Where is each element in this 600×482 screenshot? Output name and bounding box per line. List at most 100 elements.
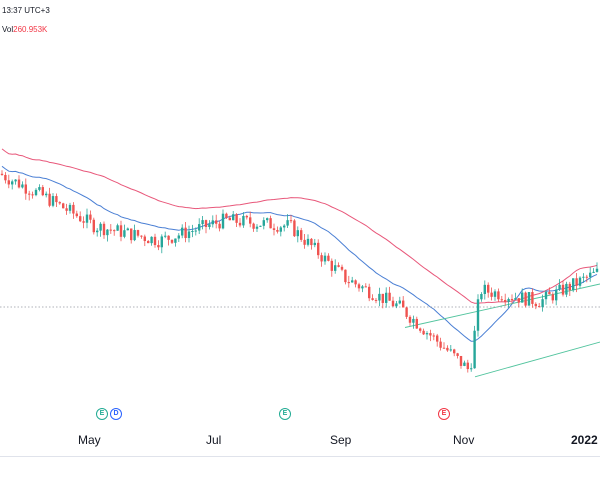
candle bbox=[432, 333, 435, 341]
x-tick-label: Nov bbox=[453, 433, 475, 447]
candle bbox=[228, 215, 231, 221]
candle bbox=[55, 193, 58, 207]
candle bbox=[466, 359, 469, 373]
candle bbox=[517, 298, 520, 308]
candle bbox=[82, 216, 85, 229]
candle bbox=[470, 363, 473, 372]
earnings-marker[interactable]: E bbox=[279, 408, 291, 420]
candle bbox=[357, 282, 361, 292]
candle bbox=[412, 315, 415, 329]
candle bbox=[136, 229, 140, 238]
candle bbox=[378, 287, 381, 307]
candle bbox=[381, 293, 384, 309]
candlesticks bbox=[0, 170, 599, 373]
candle bbox=[490, 287, 493, 301]
candle bbox=[21, 181, 24, 189]
candle bbox=[259, 225, 262, 228]
candle bbox=[24, 178, 27, 200]
candle bbox=[4, 172, 7, 184]
candle bbox=[371, 294, 374, 301]
candle bbox=[551, 292, 554, 304]
candle bbox=[153, 233, 157, 248]
candle bbox=[242, 212, 245, 228]
candle bbox=[589, 267, 592, 282]
candle bbox=[388, 286, 391, 301]
candle bbox=[208, 220, 211, 230]
candle bbox=[320, 252, 323, 267]
candle bbox=[317, 239, 320, 259]
candle bbox=[429, 329, 432, 342]
candle bbox=[0, 170, 4, 176]
candle bbox=[555, 285, 558, 306]
candle bbox=[133, 224, 136, 242]
candle bbox=[344, 269, 347, 285]
candle bbox=[140, 235, 143, 239]
candle bbox=[65, 203, 68, 215]
candle bbox=[79, 211, 82, 223]
candle bbox=[31, 191, 34, 199]
earnings-marker[interactable]: E bbox=[96, 408, 108, 420]
candle bbox=[456, 352, 459, 359]
candle bbox=[157, 240, 160, 251]
candle bbox=[351, 276, 354, 283]
candle bbox=[510, 294, 514, 304]
candle bbox=[45, 191, 48, 198]
candle bbox=[476, 294, 480, 337]
candle bbox=[340, 264, 344, 272]
candle bbox=[449, 345, 452, 352]
candle bbox=[459, 355, 463, 369]
candle bbox=[323, 252, 327, 265]
candle bbox=[204, 219, 208, 234]
candle bbox=[300, 227, 303, 242]
candle bbox=[374, 298, 378, 304]
candle bbox=[160, 234, 163, 254]
candle bbox=[313, 238, 316, 248]
candle bbox=[48, 187, 51, 208]
candle bbox=[269, 215, 272, 229]
candle bbox=[442, 342, 446, 349]
candle bbox=[11, 179, 14, 190]
dividend-marker[interactable]: D bbox=[110, 408, 122, 420]
candle bbox=[89, 210, 92, 224]
candle bbox=[538, 302, 541, 308]
candle bbox=[164, 231, 167, 239]
candle bbox=[561, 280, 565, 297]
candle bbox=[119, 220, 123, 242]
candle bbox=[473, 325, 476, 369]
x-tick-label: Sep bbox=[330, 433, 352, 447]
candle bbox=[483, 280, 486, 300]
earnings-marker[interactable]: E bbox=[438, 408, 450, 420]
candle bbox=[391, 296, 395, 307]
candle bbox=[38, 184, 41, 192]
candle bbox=[521, 288, 524, 303]
candle bbox=[17, 175, 21, 189]
candle bbox=[504, 293, 507, 306]
candle bbox=[425, 331, 429, 340]
candle bbox=[402, 296, 405, 308]
candle bbox=[126, 227, 129, 231]
candle bbox=[289, 215, 293, 224]
candle bbox=[225, 212, 228, 220]
candle bbox=[170, 239, 174, 244]
candle bbox=[75, 210, 78, 218]
candle bbox=[453, 348, 456, 357]
candle bbox=[184, 221, 187, 243]
candle bbox=[334, 259, 337, 274]
candle bbox=[310, 238, 313, 250]
candle bbox=[582, 273, 585, 283]
candle bbox=[544, 289, 548, 305]
moving-average-line bbox=[1, 165, 598, 342]
trend-channel bbox=[404, 283, 600, 378]
candle bbox=[235, 213, 238, 228]
x-tick-label: May bbox=[78, 433, 101, 447]
candle bbox=[99, 222, 102, 237]
candle bbox=[123, 224, 126, 239]
candle bbox=[116, 223, 119, 231]
trend-channel-line bbox=[474, 341, 600, 378]
time-readout: 13:37 UTC+3 bbox=[2, 6, 50, 15]
candle bbox=[419, 327, 422, 333]
candle bbox=[337, 262, 340, 268]
candle bbox=[592, 268, 595, 273]
candle bbox=[181, 224, 184, 239]
